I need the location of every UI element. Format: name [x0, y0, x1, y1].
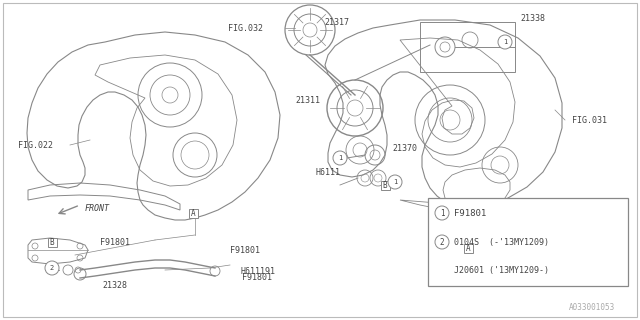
Text: F91801: F91801: [242, 274, 272, 283]
Text: FRONT: FRONT: [85, 204, 110, 212]
Text: 21311: 21311: [295, 95, 320, 105]
Circle shape: [435, 206, 449, 220]
Text: 1: 1: [440, 209, 444, 218]
Circle shape: [498, 35, 512, 49]
Text: 0104S  (-'13MY1209): 0104S (-'13MY1209): [454, 237, 549, 246]
Text: A: A: [466, 244, 470, 252]
FancyBboxPatch shape: [47, 237, 56, 246]
Text: F91801: F91801: [454, 209, 486, 218]
FancyBboxPatch shape: [381, 180, 390, 189]
Text: 21317: 21317: [324, 18, 349, 27]
Text: 21338: 21338: [520, 13, 545, 22]
Text: 1: 1: [393, 179, 397, 185]
FancyBboxPatch shape: [189, 209, 198, 218]
Text: J20601 ('13MY1209-): J20601 ('13MY1209-): [454, 267, 549, 276]
Circle shape: [45, 261, 59, 275]
Text: A033001053: A033001053: [569, 303, 615, 312]
Text: F91801: F91801: [230, 245, 260, 254]
Text: 1: 1: [503, 39, 507, 45]
Text: B: B: [383, 180, 387, 189]
Text: H6111: H6111: [315, 167, 340, 177]
Text: A: A: [191, 209, 195, 218]
Circle shape: [388, 175, 402, 189]
Text: FIG.031: FIG.031: [572, 116, 607, 124]
FancyBboxPatch shape: [428, 198, 628, 286]
Circle shape: [435, 235, 449, 249]
Circle shape: [333, 151, 347, 165]
Text: 21370: 21370: [392, 143, 417, 153]
Text: 2: 2: [50, 265, 54, 271]
Text: H611191: H611191: [240, 268, 275, 276]
Text: B: B: [50, 237, 54, 246]
FancyBboxPatch shape: [463, 244, 472, 252]
Text: FIG.022: FIG.022: [18, 140, 53, 149]
Text: FIG.032: FIG.032: [228, 23, 263, 33]
Text: 21328: 21328: [102, 281, 127, 290]
Text: F91801: F91801: [100, 237, 130, 246]
Text: 2: 2: [440, 237, 444, 246]
Text: 1: 1: [338, 155, 342, 161]
